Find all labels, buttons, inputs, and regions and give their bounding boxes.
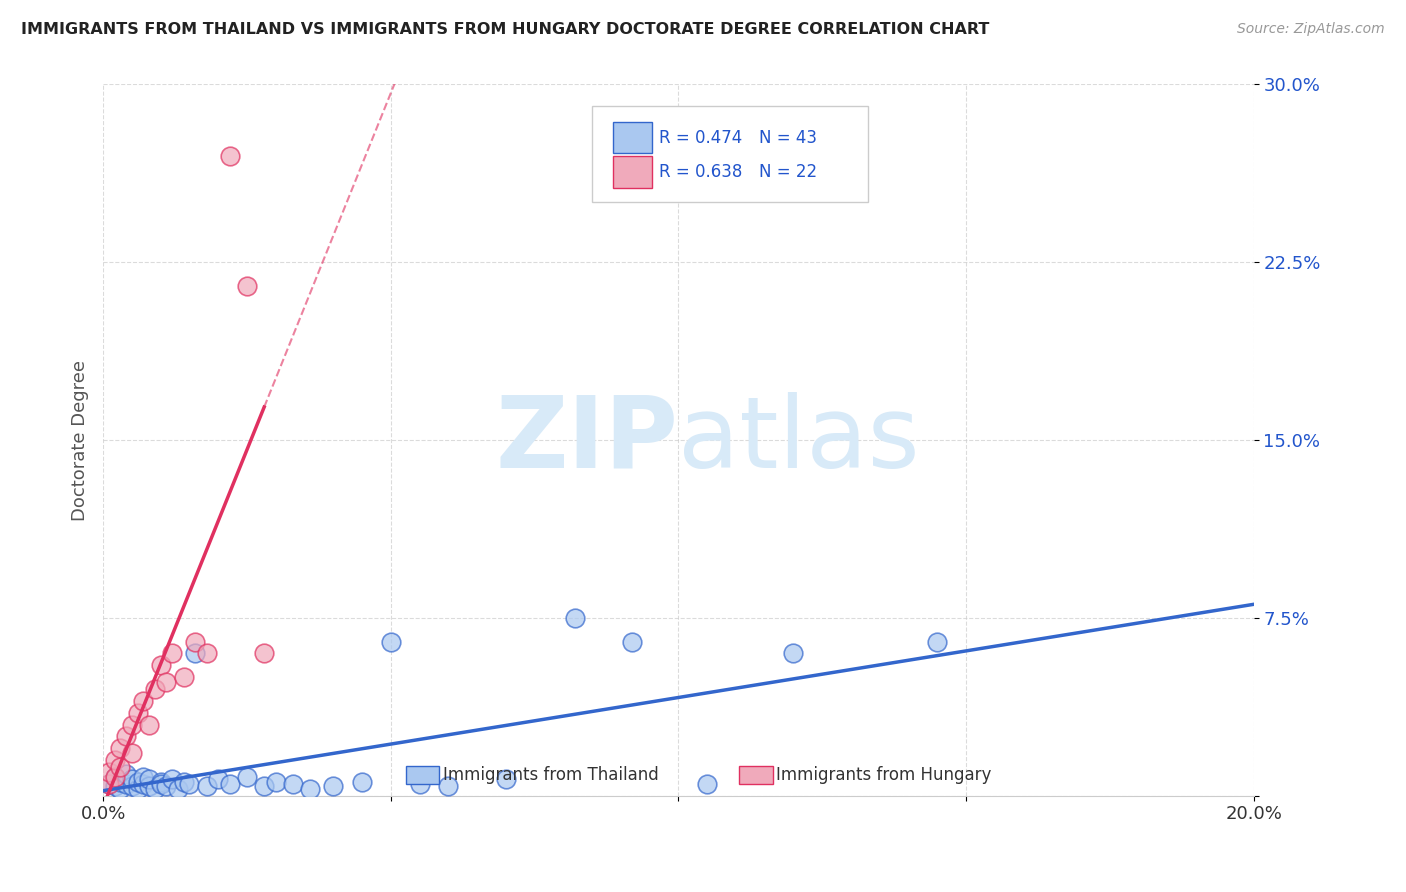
Text: R = 0.474: R = 0.474 [659, 128, 742, 147]
Point [121, 772, 143, 786]
Point [218, 148, 240, 162]
Point [380, 634, 402, 648]
Text: N = 43: N = 43 [759, 128, 817, 147]
Point [207, 772, 229, 786]
Text: Immigrants from Thailand: Immigrants from Thailand [443, 766, 658, 784]
Point [104, 779, 127, 793]
Point [155, 779, 177, 793]
Point [173, 774, 195, 789]
Point [115, 767, 138, 781]
Point [264, 774, 287, 789]
Point [184, 647, 207, 661]
FancyBboxPatch shape [740, 766, 773, 784]
Point [437, 779, 460, 793]
Point [110, 760, 132, 774]
Point [110, 774, 132, 789]
Text: ZIP: ZIP [495, 392, 678, 489]
Point [121, 779, 143, 793]
Point [143, 781, 166, 796]
Point [104, 770, 127, 784]
Point [782, 647, 804, 661]
Point [121, 717, 143, 731]
Point [149, 777, 172, 791]
Point [121, 746, 143, 760]
Text: N = 22: N = 22 [759, 163, 817, 181]
Point [110, 741, 132, 756]
Point [127, 706, 149, 720]
Point [218, 777, 240, 791]
Point [127, 781, 149, 796]
Point [115, 777, 138, 791]
Point [195, 779, 218, 793]
Point [160, 772, 183, 786]
Point [184, 634, 207, 648]
Point [281, 777, 304, 791]
Point [621, 634, 644, 648]
Point [696, 777, 718, 791]
Point [350, 774, 373, 789]
Text: Immigrants from Hungary: Immigrants from Hungary [776, 766, 991, 784]
Point [195, 647, 218, 661]
Point [138, 717, 160, 731]
Point [132, 770, 155, 784]
Y-axis label: Doctorate Degree: Doctorate Degree [72, 359, 89, 521]
Point [160, 647, 183, 661]
Point [97, 765, 120, 780]
Point [179, 777, 201, 791]
Point [299, 781, 322, 796]
Point [132, 777, 155, 791]
Point [149, 774, 172, 789]
Point [495, 772, 517, 786]
FancyBboxPatch shape [613, 122, 652, 153]
Point [253, 779, 276, 793]
Point [322, 779, 344, 793]
Point [564, 611, 586, 625]
Point [97, 777, 120, 791]
Point [167, 781, 190, 796]
FancyBboxPatch shape [613, 156, 652, 187]
Point [110, 781, 132, 796]
Point [173, 670, 195, 684]
Text: Source: ZipAtlas.com: Source: ZipAtlas.com [1237, 22, 1385, 37]
Point [138, 772, 160, 786]
Point [115, 730, 138, 744]
Point [132, 694, 155, 708]
FancyBboxPatch shape [592, 106, 868, 202]
Point [236, 279, 259, 293]
Text: R = 0.638: R = 0.638 [659, 163, 742, 181]
Point [143, 681, 166, 696]
Point [149, 658, 172, 673]
Text: atlas: atlas [678, 392, 920, 489]
Point [104, 770, 127, 784]
Point [155, 675, 177, 690]
Point [138, 779, 160, 793]
Point [408, 777, 430, 791]
Text: IMMIGRANTS FROM THAILAND VS IMMIGRANTS FROM HUNGARY DOCTORATE DEGREE CORRELATION: IMMIGRANTS FROM THAILAND VS IMMIGRANTS F… [21, 22, 990, 37]
Point [127, 774, 149, 789]
Point [927, 634, 949, 648]
Point [253, 647, 276, 661]
Point [236, 770, 259, 784]
Point [97, 777, 120, 791]
FancyBboxPatch shape [406, 766, 439, 784]
Point [104, 753, 127, 767]
